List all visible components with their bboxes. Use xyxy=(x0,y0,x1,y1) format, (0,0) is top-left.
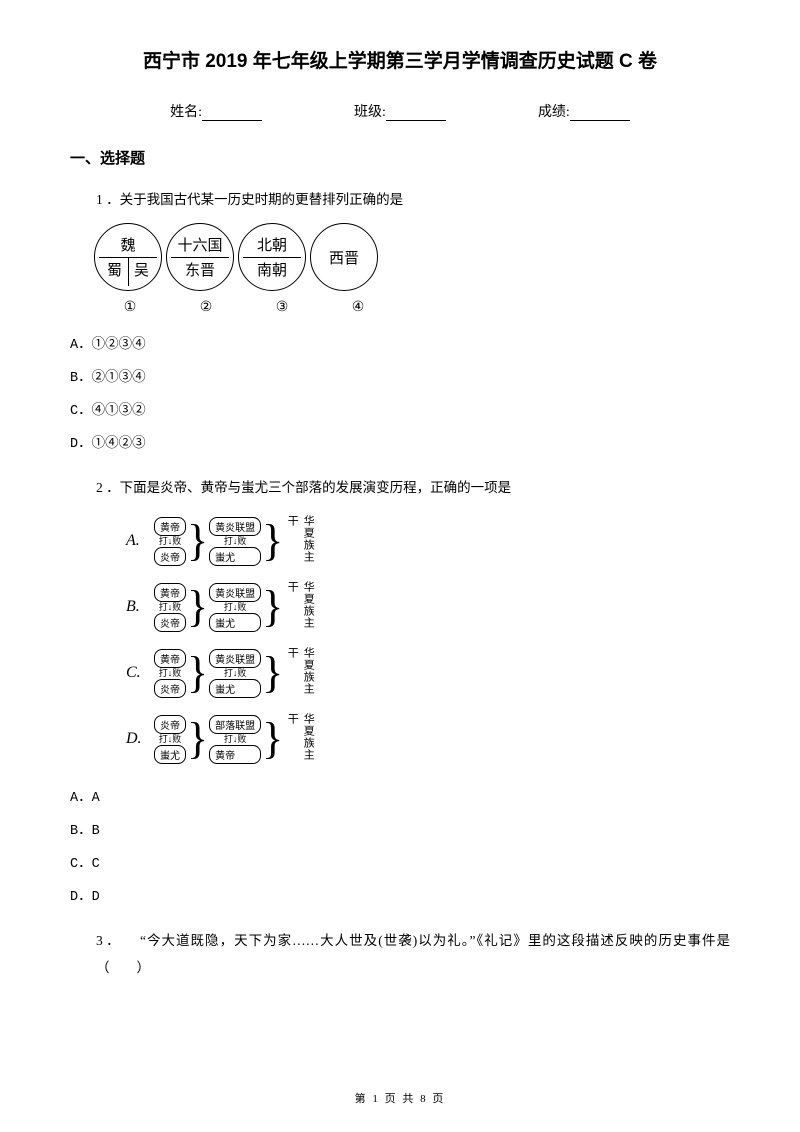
q1-diagram: 魏 蜀 吴 十六国 东晋 北朝 南朝 西晋 xyxy=(94,223,730,291)
circle-1: 魏 蜀 吴 xyxy=(94,223,162,291)
q2-text: 下面是炎帝、黄帝与蚩尤三个部落的发展演变历程，正确的一项是 xyxy=(120,480,512,495)
q2-opt-c: C．C xyxy=(70,849,730,880)
q2-opt-b: B．B xyxy=(70,816,730,847)
circle-3: 北朝 南朝 xyxy=(238,223,306,291)
tree-row-d: D. 炎帝 打↓败 蚩尤 } 部落联盟 打↓败 黄帝 } 华夏族主干 xyxy=(126,709,730,769)
score-label: 成绩: xyxy=(538,101,570,121)
class-label: 班级: xyxy=(354,101,386,121)
q3-num: 3 ． xyxy=(96,927,140,954)
q1-options: A．①②③④ B．②①③④ C．④①③② D．①④②③ xyxy=(70,330,730,460)
tree-row-a: A. 黄帝 打↓败 炎帝 } 黄炎联盟 打↓败 蚩尤 } 华夏族主干 xyxy=(126,511,730,571)
question-2: 2 ．下面是炎帝、黄帝与蚩尤三个部落的发展演变历程，正确的一项是 xyxy=(96,474,730,501)
q2-diagram: A. 黄帝 打↓败 炎帝 } 黄炎联盟 打↓败 蚩尤 } 华夏族主干 B. 黄帝… xyxy=(126,511,730,769)
tree-row-b: B. 黄帝 打↓败 炎帝 } 黄炎联盟 打↓败 蚩尤 } 华夏族主干 xyxy=(126,577,730,637)
section-heading: 一、选择题 xyxy=(70,147,730,168)
question-1: 1 ．关于我国古代某一历史时期的更替排列正确的是 xyxy=(96,186,730,213)
q2-opt-a: A．A xyxy=(70,783,730,814)
q1-text: 关于我国古代某一历史时期的更替排列正确的是 xyxy=(120,192,404,207)
circle-2: 十六国 东晋 xyxy=(166,223,234,291)
question-3: 3 ．“今大道既隐，天下为家……大人世及(世袭)以为礼。”《礼记》里的这段描述反… xyxy=(96,927,730,981)
info-row: 姓名: 班级: 成绩: xyxy=(70,101,730,121)
q2-opt-d: D．D xyxy=(70,882,730,913)
tree-row-c: C. 黄帝 打↓败 炎帝 } 黄炎联盟 打↓败 蚩尤 } 华夏族主干 xyxy=(126,643,730,703)
circle-labels: ① ② ③ ④ xyxy=(94,299,730,316)
q2-options: A．A B．B C．C D．D xyxy=(70,783,730,913)
q2-num: 2 ． xyxy=(96,480,120,495)
class-blank xyxy=(386,107,446,121)
page-footer: 第 1 页 共 8 页 xyxy=(0,1090,800,1106)
name-label: 姓名: xyxy=(170,101,202,121)
q1-opt-d: D．①④②③ xyxy=(70,429,730,460)
q1-num: 1 ． xyxy=(96,192,120,207)
circle-4: 西晋 xyxy=(310,223,378,291)
name-blank xyxy=(202,107,262,121)
q3-text: “今大道既隐，天下为家……大人世及(世袭)以为礼。”《礼记》里的这段描述反映的历… xyxy=(96,933,757,975)
page-title: 西宁市 2019 年七年级上学期第三学月学情调查历史试题 C 卷 xyxy=(70,46,730,73)
score-blank xyxy=(570,107,630,121)
q1-opt-c: C．④①③② xyxy=(70,396,730,427)
q1-opt-b: B．②①③④ xyxy=(70,363,730,394)
q1-opt-a: A．①②③④ xyxy=(70,330,730,361)
